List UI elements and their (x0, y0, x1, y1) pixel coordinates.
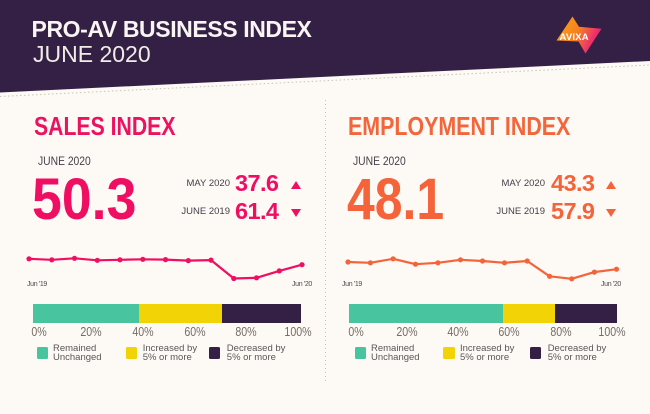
svg-text:AVIXA: AVIXA (560, 32, 589, 43)
